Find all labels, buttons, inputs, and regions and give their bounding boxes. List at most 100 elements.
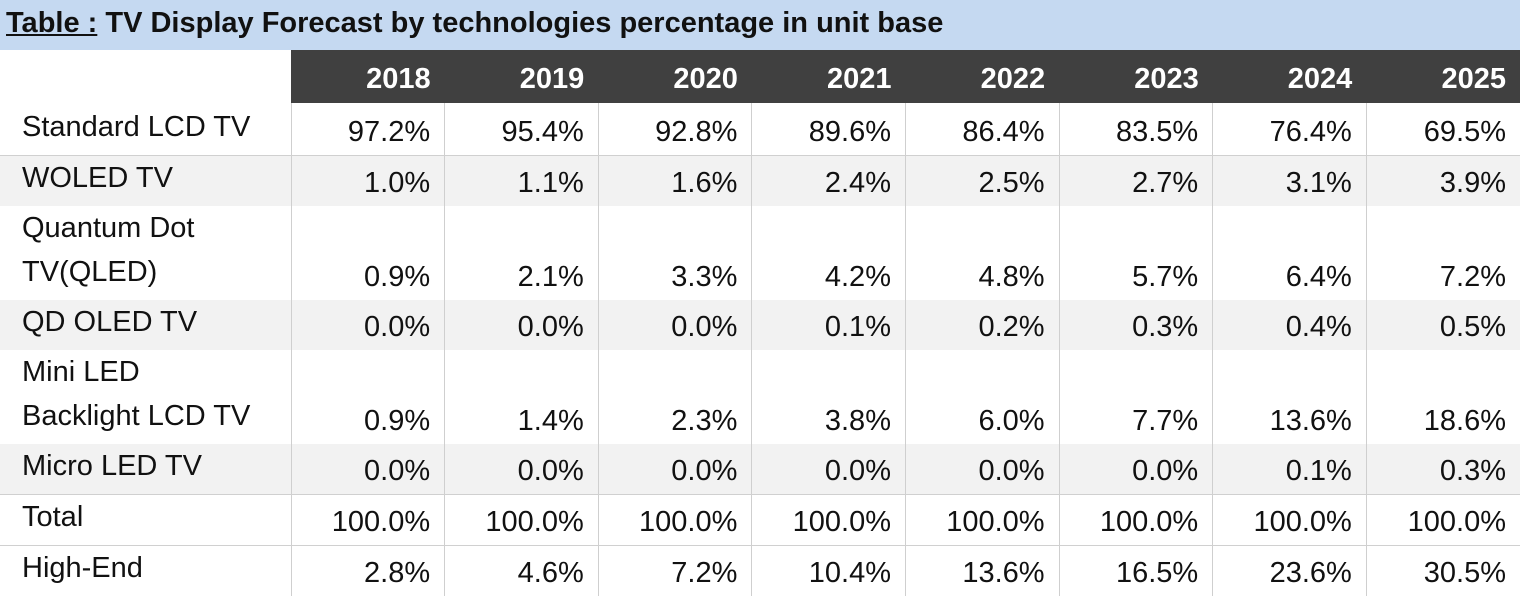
column-header: 2019	[444, 50, 599, 103]
table-cell: 0.2%	[904, 299, 1060, 350]
table-cell: 2.3%	[597, 349, 752, 444]
table-cell: 2.8%	[290, 545, 445, 596]
table-cell: 10.4%	[751, 545, 906, 596]
table-cell: 13.6%	[904, 545, 1060, 596]
forecast-table: 2018 2019 2020 2021 2022 2023 2024 2025 …	[0, 50, 1520, 596]
table-cell: 1.0%	[290, 155, 445, 206]
row-label: Standard LCD TV	[0, 103, 292, 156]
table-body: Standard LCD TV 97.2% 95.4% 92.8% 89.6% 86.4%…	[0, 103, 1520, 596]
row-label: Quantum Dot TV(QLED)	[0, 206, 291, 300]
table-cell: 4.8%	[904, 205, 1060, 300]
row-label-line: High-End	[22, 551, 143, 584]
title-bar: Table : TV Display Forecast by technolog…	[0, 0, 1520, 50]
row-label-line: Total	[22, 500, 84, 533]
table-cell: 100.0%	[290, 494, 445, 546]
table-cell: 0.0%	[444, 443, 599, 495]
table-cell: 0.4%	[1212, 299, 1367, 350]
table-cell: 18.6%	[1365, 349, 1520, 444]
table-cell: 2.4%	[751, 155, 906, 206]
table-cell: 4.6%	[444, 545, 599, 596]
table-cell: 86.4%	[904, 103, 1060, 156]
table-row: Mini LED Backlight LCD TV 0.9% 1.4% 2.3% 3.8%…	[0, 349, 1520, 444]
row-label: WOLED TV	[0, 155, 292, 206]
row-label-line: Backlight LCD TV	[22, 399, 251, 432]
table-cell: 100.0%	[904, 494, 1060, 546]
table-cell: 0.9%	[290, 349, 445, 444]
column-header: 2021	[751, 50, 906, 103]
row-label-line: TV(QLED)	[22, 255, 158, 288]
table-cell: 100.0%	[1212, 494, 1367, 546]
table-cell: 6.4%	[1212, 205, 1367, 300]
column-header: 2020	[598, 50, 752, 103]
table-cell: 30.5%	[1365, 545, 1520, 596]
table-cell: 0.0%	[290, 299, 445, 350]
table-title: Table : TV Display Forecast by technolog…	[6, 7, 943, 40]
table-cell: 1.1%	[444, 155, 599, 206]
table-cell: 2.5%	[904, 155, 1060, 206]
table-cell: 23.6%	[1212, 545, 1367, 596]
table-cell: 0.5%	[1365, 299, 1520, 350]
table-cell: 1.4%	[444, 349, 599, 444]
table-cell: 100.0%	[444, 494, 599, 546]
table-cell: 100.0%	[751, 494, 906, 546]
column-header: 2024	[1212, 50, 1367, 103]
table-cell: 83.5%	[1058, 103, 1213, 156]
table-row: Micro LED TV 0.0% 0.0% 0.0% 0.0% 0.0% 0.0% 0.1%…	[0, 443, 1520, 495]
table-cell: 5.7%	[1058, 205, 1213, 300]
header-row: 2018 2019 2020 2021 2022 2023 2024 2025	[0, 50, 1520, 103]
table-cell: 69.5%	[1365, 103, 1520, 156]
table-cell: 0.1%	[1212, 443, 1367, 495]
column-header: 2023	[1059, 50, 1213, 103]
table-cell: 95.4%	[444, 103, 599, 156]
row-label-line: WOLED TV	[22, 161, 173, 194]
table-title-text: TV Display Forecast by technologies perc…	[97, 7, 944, 39]
row-label: Total	[0, 494, 292, 546]
table-cell: 2.1%	[444, 205, 599, 300]
table-cell: 92.8%	[597, 103, 752, 156]
row-label-line: Quantum Dot	[22, 211, 195, 244]
table-row: Standard LCD TV 97.2% 95.4% 92.8% 89.6% 86.4%…	[0, 103, 1520, 156]
header-corner	[0, 50, 291, 103]
row-label-line: Mini LED	[22, 355, 140, 388]
table-cell: 6.0%	[904, 349, 1060, 444]
table-cell: 100.0%	[1058, 494, 1213, 546]
row-label-line: QD OLED TV	[22, 305, 198, 338]
table-cell: 89.6%	[751, 103, 906, 156]
table-cell: 3.1%	[1212, 155, 1367, 206]
table-cell: 4.2%	[751, 205, 906, 300]
table-cell: 3.9%	[1365, 155, 1520, 206]
row-label: Micro LED TV	[0, 443, 292, 495]
table-cell: 3.8%	[751, 349, 906, 444]
table-cell: 3.3%	[597, 205, 752, 300]
column-header: 2018	[291, 50, 445, 103]
table-cell: 16.5%	[1058, 545, 1213, 596]
table-cell: 0.3%	[1058, 299, 1213, 350]
table-row: High-End 2.8% 4.6% 7.2% 10.4% 13.6% 16.5% 23.6%…	[0, 545, 1520, 596]
table-row: WOLED TV 1.0% 1.1% 1.6% 2.4% 2.5% 2.7% 3.1% 3.9%	[0, 155, 1520, 206]
table-cell: 0.1%	[751, 299, 906, 350]
table-cell: 2.7%	[1058, 155, 1213, 206]
column-header: 2025	[1366, 50, 1520, 103]
table-cell: 0.0%	[290, 443, 445, 495]
table-cell: 1.6%	[597, 155, 752, 206]
table-cell: 13.6%	[1212, 349, 1367, 444]
row-label-line: Standard LCD TV	[22, 110, 251, 143]
table-cell: 0.0%	[904, 443, 1060, 495]
table-cell: 0.0%	[597, 443, 752, 495]
table-cell: 0.9%	[290, 205, 445, 300]
table-cell: 0.0%	[1058, 443, 1213, 495]
table-row: QD OLED TV 0.0% 0.0% 0.0% 0.1% 0.2% 0.3% 0.4% 0.…	[0, 299, 1520, 350]
row-label: Mini LED Backlight LCD TV	[0, 350, 291, 444]
table-cell: 100.0%	[597, 494, 752, 546]
row-label: High-End	[0, 545, 291, 596]
table-cell: 7.2%	[1365, 205, 1520, 300]
column-header: 2022	[905, 50, 1060, 103]
row-label: QD OLED TV	[0, 299, 292, 350]
table-cell: 0.0%	[444, 299, 599, 350]
table-cell: 7.7%	[1058, 349, 1213, 444]
table-cell: 0.0%	[751, 443, 906, 495]
table-row: Total 100.0% 100.0% 100.0% 100.0% 100.0% 100.0…	[0, 494, 1520, 546]
table-row: Quantum Dot TV(QLED) 0.9% 2.1% 3.3% 4.2% 4.8% 5…	[0, 205, 1520, 300]
table-cell: 0.0%	[597, 299, 752, 350]
table-cell: 100.0%	[1365, 494, 1520, 546]
